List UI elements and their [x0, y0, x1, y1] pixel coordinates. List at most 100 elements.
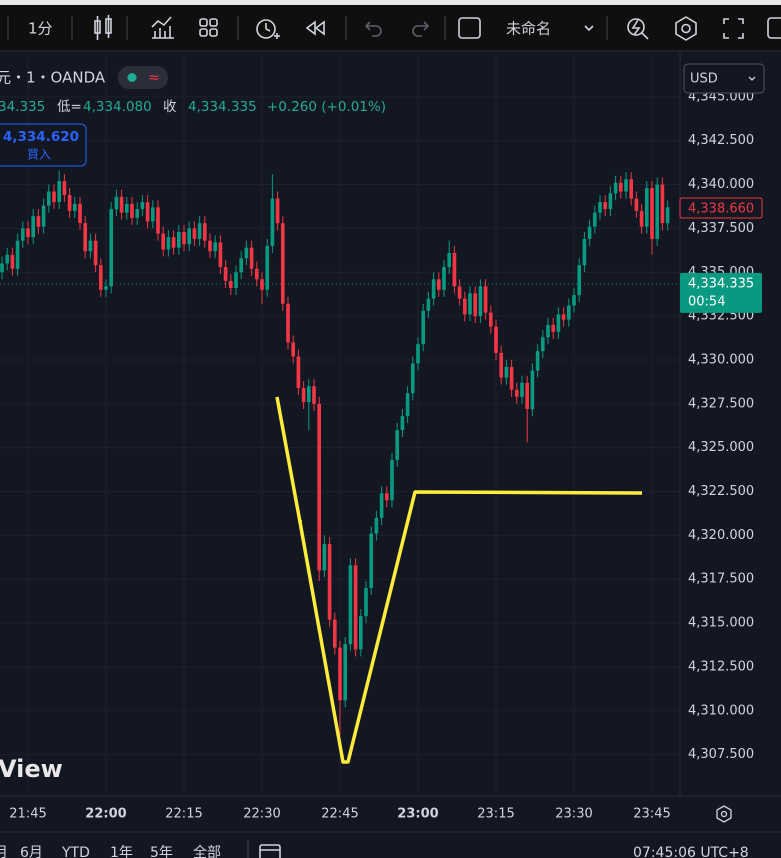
layout-name[interactable]: 未命名: [506, 20, 551, 38]
candle-body: [582, 238, 587, 266]
status-icon: ≈: [148, 70, 160, 86]
candle-body: [660, 184, 665, 224]
interval-button[interactable]: 1分: [28, 20, 53, 38]
candle-body: [104, 286, 108, 290]
candle-type-icon[interactable]: [94, 15, 112, 40]
range-button[interactable]: 全部: [193, 844, 221, 858]
candle-body: [15, 240, 20, 269]
y-tick-label: 4,342.500: [688, 133, 754, 148]
clock[interactable]: 07:45:06 UTC+8: [633, 845, 749, 858]
candle-body: [109, 209, 114, 287]
candle-body: [327, 544, 332, 620]
candle-body: [499, 352, 504, 378]
candle-body: [624, 179, 628, 192]
fullscreen-icon[interactable]: [723, 18, 744, 39]
layout-icon[interactable]: [458, 17, 481, 39]
candle-body: [598, 202, 602, 213]
y-tick-label: 4,312.500: [688, 659, 754, 674]
x-tick-label: 22:15: [165, 807, 202, 822]
currency-select[interactable]: [683, 63, 765, 94]
candle-body: [629, 179, 634, 199]
candle-body: [322, 544, 327, 571]
axis-settings-icon[interactable]: [716, 805, 732, 823]
range-button[interactable]: 1年: [110, 845, 133, 858]
candle-body: [280, 223, 285, 304]
range-button[interactable]: 月: [0, 845, 8, 858]
redo-icon[interactable]: [412, 21, 430, 37]
snapshot-icon[interactable]: [767, 17, 781, 39]
high-price-label: 4,338.660: [688, 202, 754, 217]
candle-body: [312, 386, 316, 404]
y-tick-label: 4,337.500: [688, 221, 754, 236]
candle-body: [390, 459, 394, 501]
candle-body: [119, 196, 124, 213]
buy-label[interactable]: 買入: [27, 148, 51, 162]
candle-body: [317, 403, 322, 571]
currency-label[interactable]: USD: [690, 72, 718, 87]
candle-body: [478, 286, 483, 317]
x-tick-label: 21:45: [9, 807, 46, 822]
candle-body: [566, 305, 571, 320]
candle-body: [0, 263, 4, 273]
currency-dropdown[interactable]: [748, 76, 756, 81]
candle-body: [556, 314, 561, 332]
candle-body: [348, 565, 353, 645]
buy-price[interactable]: 4,334.620: [3, 129, 79, 145]
candle-body: [535, 351, 540, 371]
templates-icon[interactable]: [199, 18, 218, 37]
y-tick-label: 4,317.500: [688, 572, 754, 587]
candle-body: [592, 212, 597, 227]
candle-body: [114, 196, 119, 210]
range-button[interactable]: 5年: [150, 845, 173, 858]
candle-body: [254, 268, 259, 280]
settings-icon[interactable]: [675, 16, 697, 41]
candle-body: [291, 342, 296, 357]
date-range-icon[interactable]: [259, 844, 281, 858]
candle-body: [587, 226, 592, 239]
drawing-trendline[interactable]: [275, 396, 643, 764]
candle-body: [364, 588, 368, 617]
candle-body: [379, 493, 384, 518]
candle-body: [525, 382, 530, 410]
candle-body: [130, 203, 134, 218]
candle-body: [353, 565, 358, 650]
range-button[interactable]: YTD: [61, 845, 90, 858]
y-tick-label: 4,320.000: [688, 528, 754, 543]
candle-body: [83, 223, 88, 252]
candle-body: [462, 298, 467, 315]
layout-dropdown[interactable]: [584, 25, 594, 32]
candle-body: [618, 182, 623, 192]
candle-body: [665, 207, 670, 224]
countdown-label: 00:54: [688, 294, 725, 309]
alert-icon[interactable]: [256, 19, 280, 39]
candle-body: [306, 386, 311, 403]
high-price-marker: [679, 197, 763, 219]
candle-body: [338, 647, 342, 701]
current-price-label: 4,334.335: [688, 276, 754, 291]
undo-icon[interactable]: [364, 21, 382, 37]
candle-body: [426, 298, 431, 311]
candle-body: [187, 228, 192, 245]
quick-search-icon[interactable]: [627, 18, 649, 40]
candle-body: [208, 240, 212, 252]
candle-body: [494, 326, 498, 353]
candle-body: [124, 203, 129, 213]
buy-button[interactable]: [0, 123, 87, 167]
range-button[interactable]: 6月: [20, 845, 43, 858]
replay-icon[interactable]: [305, 20, 325, 36]
candle-body: [286, 303, 290, 343]
candle-body: [166, 237, 171, 250]
candle-body: [416, 344, 420, 364]
symbol-name[interactable]: 元・1・OANDA: [0, 69, 106, 87]
y-tick-label: 4,307.500: [688, 747, 754, 762]
indicators-icon[interactable]: [151, 16, 174, 39]
candle-body: [88, 240, 93, 252]
ohlc-low: 4,334.080: [83, 99, 152, 115]
candle-body: [171, 237, 176, 248]
y-tick-label: 4,330.000: [688, 352, 754, 367]
candle-body: [275, 198, 280, 224]
candle-body: [400, 416, 405, 431]
ohlc-change: +0.260 (+0.01%): [267, 99, 386, 115]
candle-body: [483, 286, 488, 313]
